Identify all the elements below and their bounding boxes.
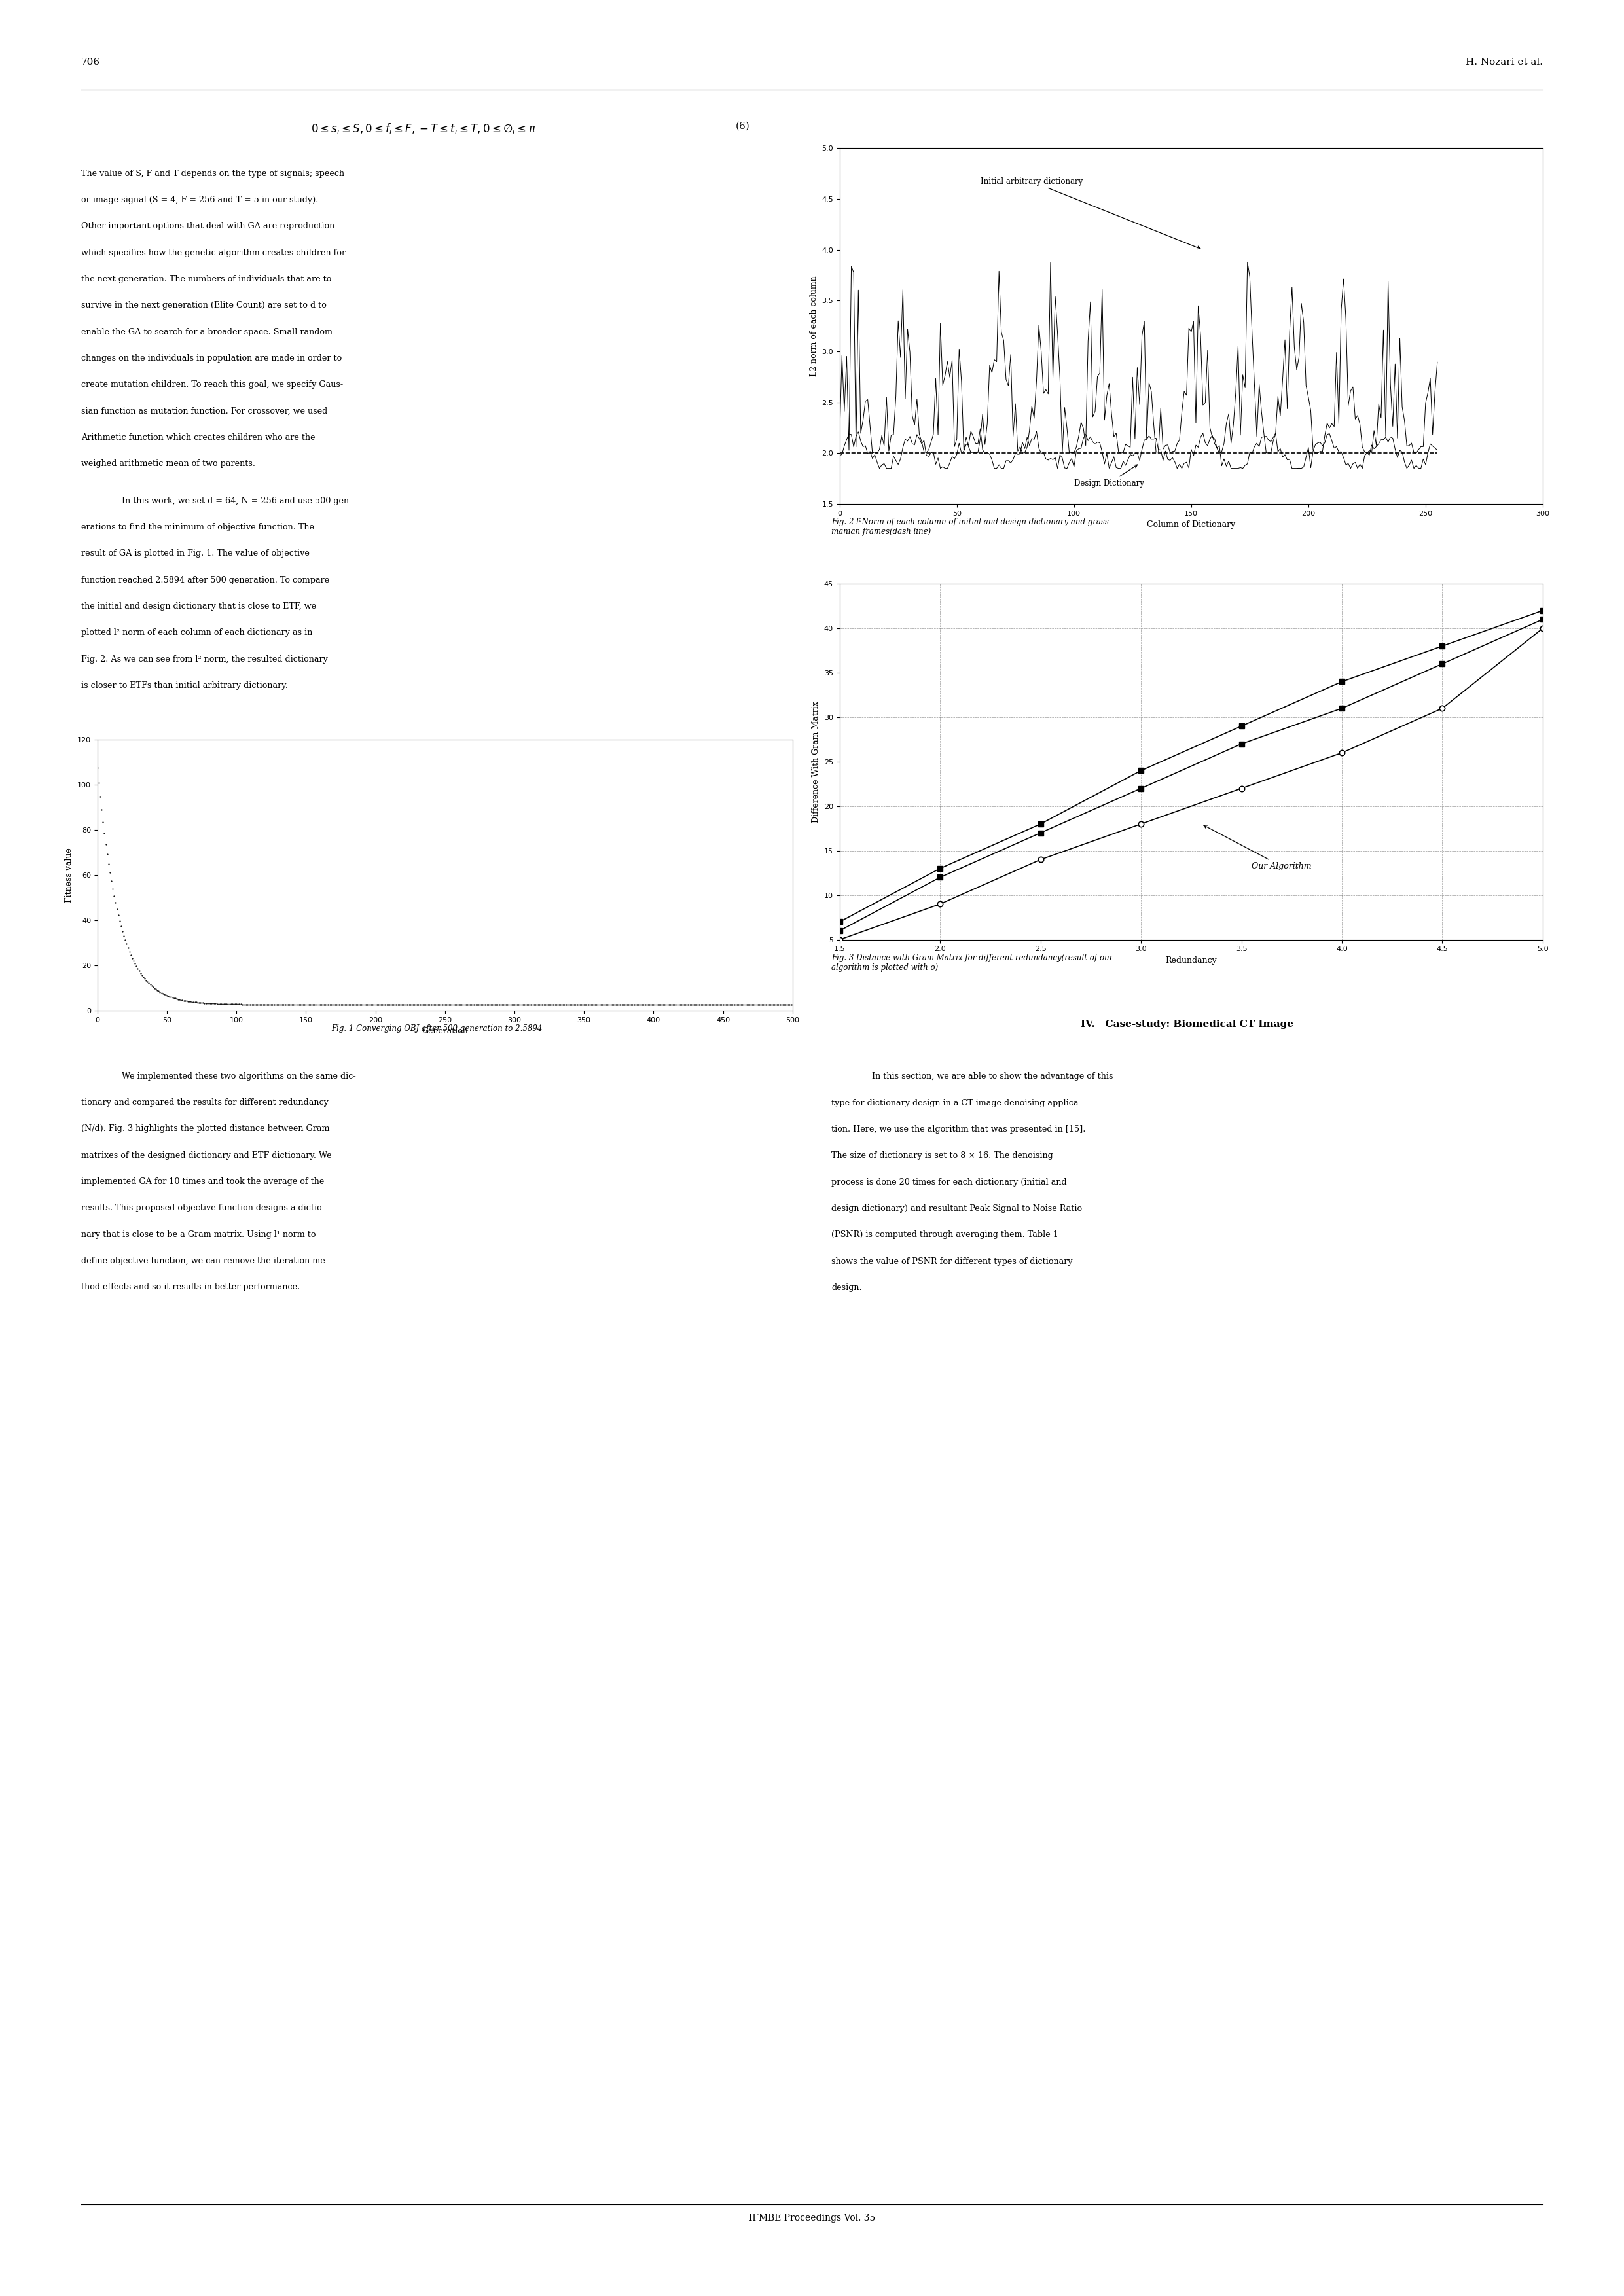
Text: weighed arithmetic mean of two parents.: weighed arithmetic mean of two parents.	[81, 459, 255, 468]
Text: We implemented these two algorithms on the same dic-: We implemented these two algorithms on t…	[122, 1072, 356, 1081]
Text: plotted l² norm of each column of each dictionary as in: plotted l² norm of each column of each d…	[81, 629, 312, 638]
Text: type for dictionary design in a CT image denoising applica-: type for dictionary design in a CT image…	[831, 1100, 1082, 1107]
Text: survive in the next generation (Elite Count) are set to d to: survive in the next generation (Elite Co…	[81, 301, 326, 310]
Text: function reached 2.5894 after 500 generation. To compare: function reached 2.5894 after 500 genera…	[81, 576, 330, 585]
Text: implemented GA for 10 times and took the average of the: implemented GA for 10 times and took the…	[81, 1178, 325, 1187]
Text: thod effects and so it results in better performance.: thod effects and so it results in better…	[81, 1283, 300, 1293]
Text: The value of S, F and T depends on the type of signals; speech: The value of S, F and T depends on the t…	[81, 170, 344, 177]
Text: changes on the individuals in population are made in order to: changes on the individuals in population…	[81, 354, 343, 363]
Text: In this work, we set d = 64, N = 256 and use 500 gen-: In this work, we set d = 64, N = 256 and…	[122, 496, 352, 505]
Text: Initial arbitrary dictionary: Initial arbitrary dictionary	[981, 177, 1200, 248]
Text: The size of dictionary is set to 8 × 16. The denoising: The size of dictionary is set to 8 × 16.…	[831, 1153, 1054, 1159]
Text: shows the value of PSNR for different types of dictionary: shows the value of PSNR for different ty…	[831, 1258, 1073, 1265]
Text: Design Dictionary: Design Dictionary	[1073, 464, 1143, 487]
Text: Fig. 1 Converging OBJ after 500 generation to 2.5894: Fig. 1 Converging OBJ after 500 generati…	[331, 1024, 542, 1033]
Text: Fig. 2. As we can see from l² norm, the resulted dictionary: Fig. 2. As we can see from l² norm, the …	[81, 654, 328, 664]
Text: H. Nozari et al.: H. Nozari et al.	[1465, 57, 1543, 67]
Text: matrixes of the designed dictionary and ETF dictionary. We: matrixes of the designed dictionary and …	[81, 1150, 331, 1159]
Text: nary that is close to be a Gram matrix. Using l¹ norm to: nary that is close to be a Gram matrix. …	[81, 1231, 315, 1240]
Text: results. This proposed objective function designs a dictio-: results. This proposed objective functio…	[81, 1203, 325, 1212]
Text: is closer to ETFs than initial arbitrary dictionary.: is closer to ETFs than initial arbitrary…	[81, 682, 287, 691]
Text: design.: design.	[831, 1283, 862, 1293]
Text: (N/d). Fig. 3 highlights the plotted distance between Gram: (N/d). Fig. 3 highlights the plotted dis…	[81, 1125, 330, 1134]
Y-axis label: Difference With Gram Matrix: Difference With Gram Matrix	[812, 700, 820, 822]
X-axis label: Redundancy: Redundancy	[1166, 955, 1216, 964]
Text: sian function as mutation function. For crossover, we used: sian function as mutation function. For …	[81, 406, 328, 416]
Text: create mutation children. To reach this goal, we specify Gaus-: create mutation children. To reach this …	[81, 381, 343, 388]
Text: Arithmetic function which creates children who are the: Arithmetic function which creates childr…	[81, 434, 315, 441]
Text: Other important options that deal with GA are reproduction: Other important options that deal with G…	[81, 223, 335, 230]
Text: define objective function, we can remove the iteration me-: define objective function, we can remove…	[81, 1256, 328, 1265]
X-axis label: Column of Dictionary: Column of Dictionary	[1147, 521, 1236, 528]
Text: Our Algorithm: Our Algorithm	[1203, 824, 1312, 870]
Text: enable the GA to search for a broader space. Small random: enable the GA to search for a broader sp…	[81, 328, 333, 335]
Text: process is done 20 times for each dictionary (initial and: process is done 20 times for each dictio…	[831, 1178, 1067, 1187]
Text: IV.   Case-study: Biomedical CT Image: IV. Case-study: Biomedical CT Image	[1082, 1019, 1293, 1029]
X-axis label: Generation: Generation	[422, 1026, 468, 1035]
Text: or image signal (S = 4, F = 256 and T = 5 in our study).: or image signal (S = 4, F = 256 and T = …	[81, 195, 318, 204]
Y-axis label: L2 norm of each column: L2 norm of each column	[809, 276, 818, 377]
Y-axis label: Fitness value: Fitness value	[65, 847, 73, 902]
Text: the next generation. The numbers of individuals that are to: the next generation. The numbers of indi…	[81, 276, 331, 282]
Text: Fig. 3 Distance with Gram Matrix for different redundancy(result of our
algorith: Fig. 3 Distance with Gram Matrix for dif…	[831, 953, 1112, 971]
Text: design dictionary) and resultant Peak Signal to Noise Ratio: design dictionary) and resultant Peak Si…	[831, 1205, 1082, 1212]
Text: tionary and compared the results for different redundancy: tionary and compared the results for dif…	[81, 1097, 328, 1107]
Text: tion. Here, we use the algorithm that was presented in [15].: tion. Here, we use the algorithm that wa…	[831, 1125, 1086, 1134]
Text: In this section, we are able to show the advantage of this: In this section, we are able to show the…	[872, 1072, 1114, 1081]
Text: erations to find the minimum of objective function. The: erations to find the minimum of objectiv…	[81, 523, 313, 533]
Text: (PSNR) is computed through averaging them. Table 1: (PSNR) is computed through averaging the…	[831, 1231, 1059, 1240]
Text: 706: 706	[81, 57, 101, 67]
Text: $0 \leq s_i \leq S ,0 \leq f_i \leq F, -T \leq t_i \leq T, 0 \leq \emptyset_i \l: $0 \leq s_i \leq S ,0 \leq f_i \leq F, -…	[312, 122, 536, 135]
Text: result of GA is plotted in Fig. 1. The value of objective: result of GA is plotted in Fig. 1. The v…	[81, 549, 310, 558]
Text: IFMBE Proceedings Vol. 35: IFMBE Proceedings Vol. 35	[749, 2213, 875, 2223]
Text: (6): (6)	[736, 122, 750, 131]
Text: Fig. 2 l²Norm of each column of initial and design dictionary and grass-
manian : Fig. 2 l²Norm of each column of initial …	[831, 519, 1111, 535]
Text: the initial and design dictionary that is close to ETF, we: the initial and design dictionary that i…	[81, 602, 317, 611]
Text: which specifies how the genetic algorithm creates children for: which specifies how the genetic algorith…	[81, 248, 346, 257]
